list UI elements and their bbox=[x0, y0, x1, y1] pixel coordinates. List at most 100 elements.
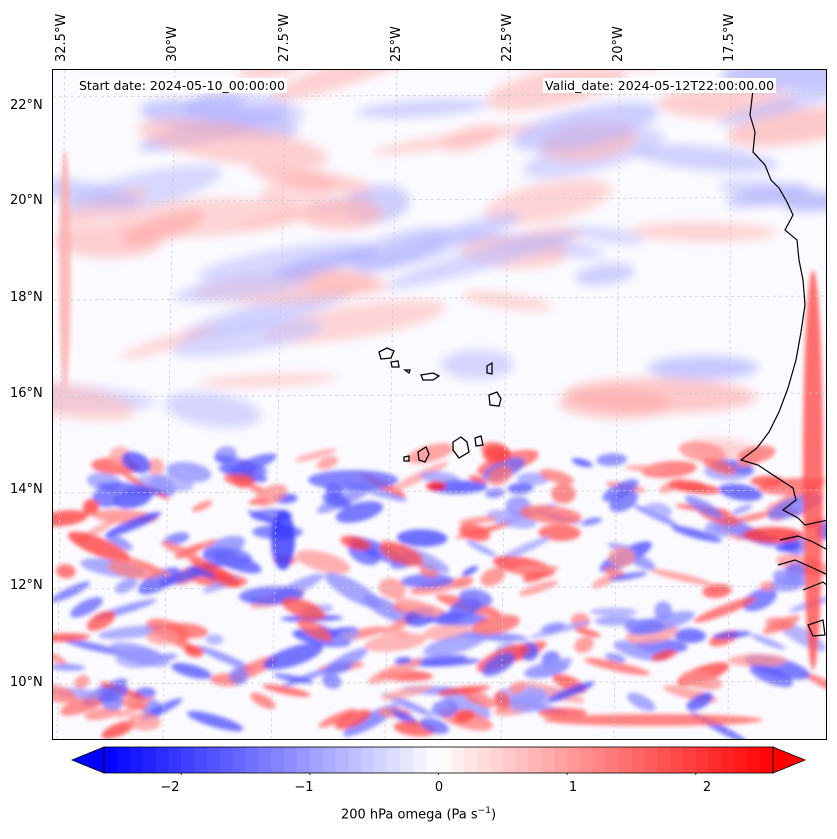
colorbar-high-extension bbox=[772, 746, 807, 774]
omega-feature bbox=[53, 177, 140, 207]
omega-feature bbox=[271, 510, 295, 570]
colorbar-band bbox=[760, 747, 774, 773]
omega-feature bbox=[184, 645, 204, 658]
omega-feature bbox=[281, 597, 326, 620]
omega-feature bbox=[390, 461, 449, 492]
omega-feature bbox=[742, 588, 777, 612]
omega-feature bbox=[431, 700, 459, 718]
colorbar-tick-label: 0 bbox=[434, 780, 444, 795]
coastline bbox=[739, 89, 826, 637]
colorbar-band bbox=[644, 747, 658, 773]
omega-feature bbox=[389, 627, 410, 638]
colorbar-low-extension bbox=[70, 746, 105, 774]
colorbar-band bbox=[502, 747, 517, 773]
omega-feature bbox=[602, 479, 639, 502]
omega-feature bbox=[120, 326, 219, 359]
omega-feature bbox=[82, 499, 100, 516]
omega-feature bbox=[539, 469, 575, 485]
colorbar-band bbox=[618, 747, 633, 773]
omega-feature bbox=[272, 249, 378, 278]
map-plot-area bbox=[52, 69, 827, 740]
omega-feature bbox=[174, 273, 313, 303]
omega-feature bbox=[487, 465, 513, 486]
omega-feature bbox=[480, 567, 506, 587]
omega-feature bbox=[681, 671, 723, 690]
colorbar bbox=[70, 746, 807, 775]
omega-feature bbox=[574, 627, 601, 638]
omega-feature bbox=[107, 560, 161, 580]
omega-feature bbox=[254, 484, 288, 507]
colorbar-band bbox=[592, 747, 607, 773]
omega-feature bbox=[127, 712, 161, 731]
colorbar-band bbox=[219, 747, 234, 773]
omega-feature bbox=[718, 483, 763, 501]
colorbar-band bbox=[477, 747, 491, 773]
omega-feature bbox=[775, 540, 801, 552]
omega-feature bbox=[316, 456, 339, 470]
colorbar-band bbox=[374, 747, 388, 773]
fine-features bbox=[53, 150, 826, 739]
omega-feature bbox=[394, 656, 412, 665]
omega-feature bbox=[632, 144, 778, 173]
omega-feature bbox=[543, 714, 763, 726]
omega-feature bbox=[322, 672, 342, 689]
omega-feature bbox=[199, 373, 339, 388]
omega-feature bbox=[629, 221, 777, 243]
colorbar-band bbox=[284, 747, 298, 773]
omega-feature bbox=[728, 653, 788, 668]
colorbar-band bbox=[747, 747, 761, 773]
omega-feature bbox=[762, 615, 801, 635]
colorbar-band bbox=[361, 747, 375, 773]
omega-feature bbox=[627, 692, 656, 712]
lon-label: 22.5°W bbox=[500, 13, 515, 62]
omega-feature bbox=[541, 622, 566, 633]
omega-feature bbox=[386, 230, 577, 289]
omega-feature bbox=[263, 643, 323, 670]
omega-feature bbox=[517, 472, 549, 486]
omega-feature bbox=[608, 547, 636, 568]
colorbar-band bbox=[271, 747, 285, 773]
omega-feature bbox=[618, 70, 736, 76]
omega-feature bbox=[583, 658, 651, 676]
omega-feature bbox=[605, 653, 626, 663]
colorbar-band bbox=[206, 747, 221, 773]
omega-feature bbox=[205, 634, 224, 645]
omega-feature bbox=[519, 505, 582, 525]
valid-date-label: Valid_date: 2024-05-12T22:00:00.00 bbox=[543, 78, 777, 93]
colorbar-band bbox=[309, 747, 324, 773]
omega-feature bbox=[104, 533, 133, 551]
colorbar-band bbox=[605, 747, 620, 773]
omega-feature bbox=[380, 685, 433, 700]
omega-feature bbox=[784, 191, 826, 213]
omega-feature bbox=[520, 681, 585, 704]
omega-feature bbox=[92, 488, 120, 508]
omega-feature bbox=[197, 645, 254, 671]
colorbar-band bbox=[194, 747, 208, 773]
lat-label: 12°N bbox=[10, 578, 43, 593]
omega-feature bbox=[297, 618, 333, 642]
omega-feature bbox=[461, 291, 553, 312]
omega-feature bbox=[647, 355, 759, 381]
lat-label: 14°N bbox=[10, 482, 43, 497]
colorbar-band bbox=[245, 747, 259, 773]
omega-feature bbox=[731, 504, 753, 515]
omega-feature bbox=[537, 707, 588, 719]
colorbar-band bbox=[670, 747, 684, 773]
omega-feature bbox=[340, 535, 371, 551]
omega-feature bbox=[436, 685, 491, 696]
colorbar-band bbox=[425, 747, 440, 773]
omega-feature bbox=[481, 652, 516, 677]
colorbar-band bbox=[580, 747, 594, 773]
omega-feature bbox=[650, 569, 713, 586]
omega-feature bbox=[147, 457, 165, 476]
omega-feature bbox=[379, 542, 424, 567]
colorbar-band bbox=[232, 747, 247, 773]
omega-feature bbox=[509, 696, 547, 713]
omega-feature bbox=[717, 73, 826, 126]
omega-feature bbox=[322, 647, 368, 675]
omega-feature bbox=[101, 720, 136, 739]
colorbar-band bbox=[335, 747, 350, 773]
omega-feature bbox=[356, 99, 489, 118]
omega-feature bbox=[512, 102, 660, 151]
start-date-label: Start date: 2024-05-10_00:00:00 bbox=[77, 78, 287, 93]
